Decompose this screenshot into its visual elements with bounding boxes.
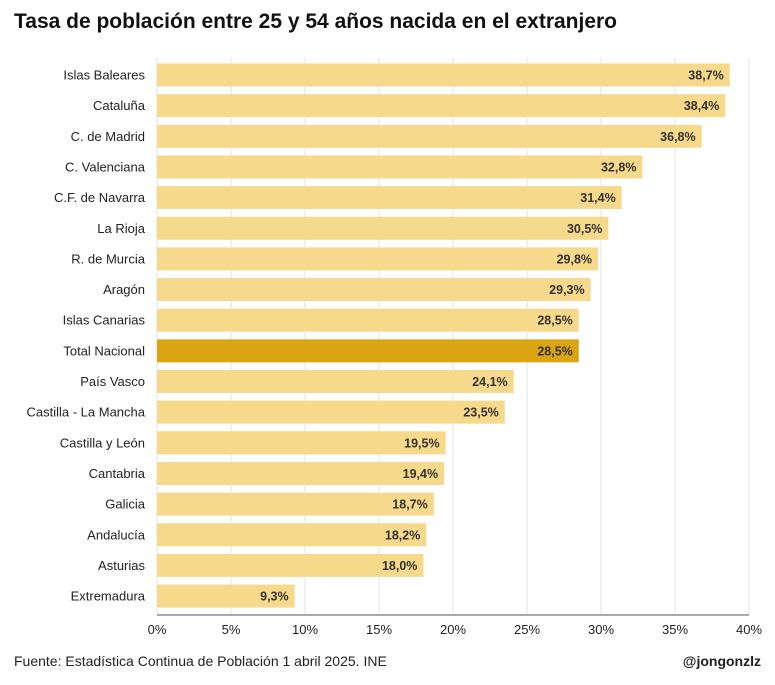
category-label: C. Valenciana (65, 159, 146, 174)
category-label: La Rioja (97, 221, 145, 236)
category-label: Castilla y León (60, 435, 145, 450)
bar (157, 523, 427, 547)
value-label: 36,8% (660, 130, 695, 144)
bar (157, 431, 446, 455)
value-label: 38,4% (684, 99, 719, 113)
category-label: Cantabria (89, 466, 146, 481)
bar (157, 124, 702, 148)
value-label: 29,3% (549, 283, 584, 297)
value-label: 28,5% (537, 314, 572, 328)
category-label: Castilla - La Mancha (27, 405, 146, 420)
category-label: Extremadura (71, 589, 146, 604)
category-label: C. de Madrid (71, 129, 145, 144)
category-label: Total Nacional (63, 343, 145, 358)
value-label: 18,7% (392, 498, 427, 512)
bar (157, 186, 622, 210)
bar (157, 461, 445, 485)
category-label: R. de Murcia (71, 251, 145, 266)
bar (157, 278, 591, 302)
x-tick-label: 0% (148, 622, 167, 637)
category-label: Galicia (105, 497, 146, 512)
bar (157, 216, 609, 240)
value-label: 9,3% (260, 590, 289, 604)
value-label: 38,7% (688, 69, 723, 83)
x-tick-label: 40% (736, 622, 762, 637)
value-label: 23,5% (463, 406, 498, 420)
bar (157, 94, 726, 118)
x-tick-label: 5% (222, 622, 241, 637)
value-label: 18,0% (382, 559, 417, 573)
x-tick-label: 10% (292, 622, 318, 637)
chart-title: Tasa de población entre 25 y 54 años nac… (14, 10, 618, 33)
value-label: 30,5% (567, 222, 602, 236)
value-label: 24,1% (472, 375, 507, 389)
category-label: Andalucía (87, 527, 146, 542)
bar-chart: Islas Baleares 38,7% Cataluña 38,4% C. de Ma… (27, 58, 762, 637)
bar (157, 339, 579, 363)
bar (157, 584, 295, 608)
bar (157, 400, 505, 424)
bar (157, 63, 730, 87)
x-tick-label: 30% (588, 622, 614, 637)
value-label: 31,4% (580, 191, 615, 205)
value-label: 29,8% (557, 252, 592, 266)
x-tick-label: 15% (366, 622, 392, 637)
value-label: 18,2% (385, 528, 420, 542)
bar (157, 370, 514, 393)
category-label: C.F. de Navarra (54, 190, 146, 205)
author-handle: @jongonzlz (682, 653, 761, 669)
bar (157, 247, 599, 271)
bar (157, 155, 643, 179)
category-label: País Vasco (80, 374, 145, 389)
category-label: Islas Baleares (63, 68, 145, 83)
bar (157, 492, 434, 516)
category-label: Asturias (98, 558, 145, 573)
x-tick-label: 35% (662, 622, 688, 637)
x-tick-label: 25% (514, 622, 540, 637)
category-label: Cataluña (93, 98, 146, 113)
value-label: 32,8% (601, 160, 636, 174)
x-tick-label: 20% (440, 622, 466, 637)
value-label: 19,4% (403, 467, 438, 481)
source-note: Fuente: Estadística Continua de Població… (14, 653, 387, 669)
bar (157, 553, 424, 577)
bar (157, 308, 579, 332)
value-label: 28,5% (537, 344, 572, 358)
value-label: 19,5% (404, 436, 439, 450)
category-label: Islas Canarias (63, 313, 146, 328)
category-label: Aragón (103, 282, 145, 297)
